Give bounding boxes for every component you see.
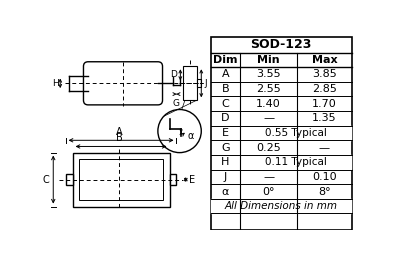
Text: J: J [224, 172, 227, 182]
Bar [182, 66, 197, 100]
Text: E: E [189, 175, 195, 184]
Text: α: α [187, 131, 194, 141]
Text: All Dimensions in mm: All Dimensions in mm [225, 201, 338, 211]
Text: H: H [221, 157, 229, 167]
Text: —: — [263, 172, 274, 182]
Text: G: G [173, 99, 180, 108]
Text: 0.10: 0.10 [312, 172, 337, 182]
Text: 0.25: 0.25 [256, 143, 281, 153]
Bar [73, 153, 169, 206]
Text: 2.55: 2.55 [256, 84, 281, 94]
Text: α: α [222, 187, 229, 197]
Text: 1.70: 1.70 [312, 99, 337, 109]
Text: 0.55 Typical: 0.55 Typical [265, 128, 327, 138]
Text: Min: Min [258, 55, 280, 65]
Text: J: J [204, 79, 207, 88]
Text: Max: Max [312, 55, 337, 65]
Text: SOD-123: SOD-123 [250, 38, 312, 51]
Text: E: E [222, 128, 229, 138]
Text: 3.55: 3.55 [256, 69, 281, 79]
Text: 0°: 0° [262, 187, 275, 197]
Text: C: C [43, 175, 49, 184]
Text: 2.85: 2.85 [312, 84, 337, 94]
Text: 1.35: 1.35 [312, 113, 337, 123]
Bar [169, 174, 177, 185]
Text: 3.85: 3.85 [312, 69, 337, 79]
Text: D: D [170, 70, 177, 79]
Text: A: A [222, 69, 229, 79]
Text: Dim: Dim [213, 55, 237, 65]
Text: D: D [221, 113, 229, 123]
Text: C: C [222, 99, 229, 109]
Text: B: B [116, 133, 122, 143]
Text: —: — [319, 143, 330, 153]
Bar [211, 37, 352, 230]
Bar [66, 174, 73, 185]
Text: G: G [221, 143, 229, 153]
FancyBboxPatch shape [83, 62, 162, 105]
Text: 8°: 8° [318, 187, 331, 197]
Text: H: H [52, 79, 59, 88]
Text: —: — [263, 113, 274, 123]
Bar [79, 159, 163, 200]
Text: 0.11 Typical: 0.11 Typical [265, 157, 327, 167]
Text: B: B [222, 84, 229, 94]
Bar [197, 79, 201, 87]
Text: 1.40: 1.40 [256, 99, 281, 109]
Text: A: A [116, 127, 122, 137]
